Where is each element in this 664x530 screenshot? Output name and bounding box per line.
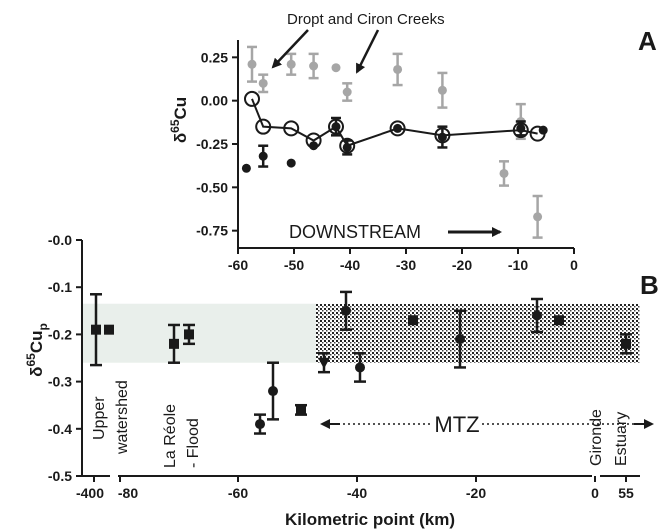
arrow-dropt-creek	[271, 29, 309, 69]
black-point	[241, 163, 251, 173]
panel-b-y-tick-label: -0.4	[48, 421, 72, 437]
open-point	[328, 118, 344, 135]
panel-b-square-point	[621, 338, 631, 349]
panel-a-letter: A	[638, 26, 657, 56]
label-upper: Upper	[91, 396, 108, 440]
panel-b-y-tick-label: -0.3	[48, 374, 72, 390]
panel-b-x-tick-label: -80	[118, 485, 138, 501]
label-gironde: Gironde	[588, 409, 605, 466]
panel-b-triangle-point	[318, 357, 330, 369]
gray-point	[499, 168, 509, 178]
black-point	[437, 132, 447, 142]
open-point	[529, 125, 546, 142]
panel-b-circle-point	[355, 362, 365, 373]
panel-b-x-tick-label: -60	[228, 485, 248, 501]
panel-b-y-tick-label: -0.5	[48, 468, 72, 484]
gray-point	[331, 63, 341, 73]
black-point	[286, 158, 296, 168]
label-flood: - Flood	[185, 418, 202, 468]
open-point	[512, 122, 529, 139]
panel-a-y-tick-label: -0.75	[196, 223, 228, 239]
open-point	[244, 90, 260, 107]
panel-b-circle-point	[255, 419, 265, 430]
black-point	[393, 123, 403, 133]
panel-b-y-axis-title: δ65Cup	[24, 323, 50, 377]
panel-a-x-tick-label: 0	[570, 257, 578, 273]
mtz-band	[316, 303, 640, 363]
open-point	[305, 132, 322, 149]
panel-a-y-tick-label: 0.00	[201, 93, 228, 109]
open-point	[434, 127, 451, 144]
arrow-ciron-creek	[355, 29, 380, 74]
panel-a-x-tick-label: -30	[396, 257, 416, 273]
panel-b-y-tick-label: -0.1	[48, 279, 72, 295]
open-series-line	[251, 98, 538, 147]
panel-b-bands	[82, 303, 640, 363]
label-estuary: Estuary	[613, 412, 630, 466]
open-point	[283, 120, 300, 137]
panel-b-square-point	[554, 315, 564, 326]
panel-b-y-tick-label: -0.0	[48, 232, 72, 248]
annotation-downstream: DOWNSTREAM	[289, 222, 421, 242]
panel-a-x-tick-label: -20	[452, 257, 472, 273]
panel-b-square-point	[91, 324, 101, 335]
black-point	[258, 151, 268, 161]
open-point	[255, 118, 272, 135]
label-la-reole: La Réole	[162, 404, 179, 468]
mtz-label: MTZ	[434, 412, 479, 437]
panel-b-circle-point	[341, 305, 351, 316]
panel-a-y-tick-label: -0.50	[196, 179, 228, 195]
label-watershed: watershed	[114, 380, 131, 455]
open-point	[389, 120, 406, 137]
panel-a-x-tick-label: -60	[228, 257, 248, 273]
panel-b-circle-point	[268, 386, 278, 397]
annotation-dropt-ciron: Dropt and Ciron Creeks	[287, 11, 445, 28]
panel-a-axes: -60 -50 -40 -30 -20 -10 0 0.25 0.00 -0.25 -0.50 -0.…	[196, 40, 578, 273]
panel-a: -60 -50 -40 -30 -20 -10 0 0.25 0.00 -0.25 -0.50 -0.…	[168, 11, 657, 273]
watershed-band	[82, 303, 316, 363]
panel-b-x-tick-label: 0	[591, 485, 599, 501]
panel-a-y-tick-label: 0.25	[201, 49, 228, 65]
panel-b-square-point	[104, 324, 114, 335]
black-point	[342, 142, 352, 152]
open-point	[339, 137, 356, 154]
panel-b-square-point	[408, 315, 418, 326]
gray-point	[286, 59, 296, 69]
panel-a-y-axis-title: δ65Cu	[168, 97, 190, 143]
panel-b-x-axis-title: Kilometric point (km)	[285, 510, 455, 529]
gray-point	[533, 212, 543, 222]
panel-b-square-point	[296, 404, 306, 415]
panel-b-data	[90, 290, 632, 435]
panel-b-x-tick-label: -40	[347, 485, 367, 501]
gray-point	[258, 78, 268, 88]
panel-b-circle-point	[532, 310, 542, 321]
gray-point	[437, 85, 447, 95]
panel-b-axes: -0.0-0.1-0.2-0.3-0.4-0.5-400 -80 -60 -40 -20…	[48, 232, 640, 501]
panel-a-x-tick-label: -10	[508, 257, 528, 273]
panel-b-square-point	[169, 338, 179, 349]
black-point	[516, 123, 526, 133]
panel-b-square-point	[184, 329, 194, 340]
gray-point	[247, 59, 257, 69]
panel-a-y-tick-label: -0.25	[196, 136, 228, 152]
panel-b-x-tick-label: 55	[618, 485, 634, 501]
panel-b-letter: B	[640, 270, 659, 300]
black-point	[331, 122, 341, 132]
gray-point	[342, 87, 352, 97]
panel-a-x-tick-label: -40	[340, 257, 360, 273]
panel-b-x-tick-label: -20	[466, 485, 486, 501]
panel-a-data	[241, 45, 548, 239]
gray-point	[393, 64, 403, 74]
gray-point	[309, 61, 319, 71]
panel-b-circle-point	[455, 334, 465, 345]
panel-b-x-tick-label: -400	[76, 485, 104, 501]
panel-b: -0.0-0.1-0.2-0.3-0.4-0.5-400 -80 -60 -40 -20…	[24, 232, 659, 529]
panel-a-x-tick-label: -50	[284, 257, 304, 273]
panel-b-y-tick-label: -0.2	[48, 326, 72, 342]
